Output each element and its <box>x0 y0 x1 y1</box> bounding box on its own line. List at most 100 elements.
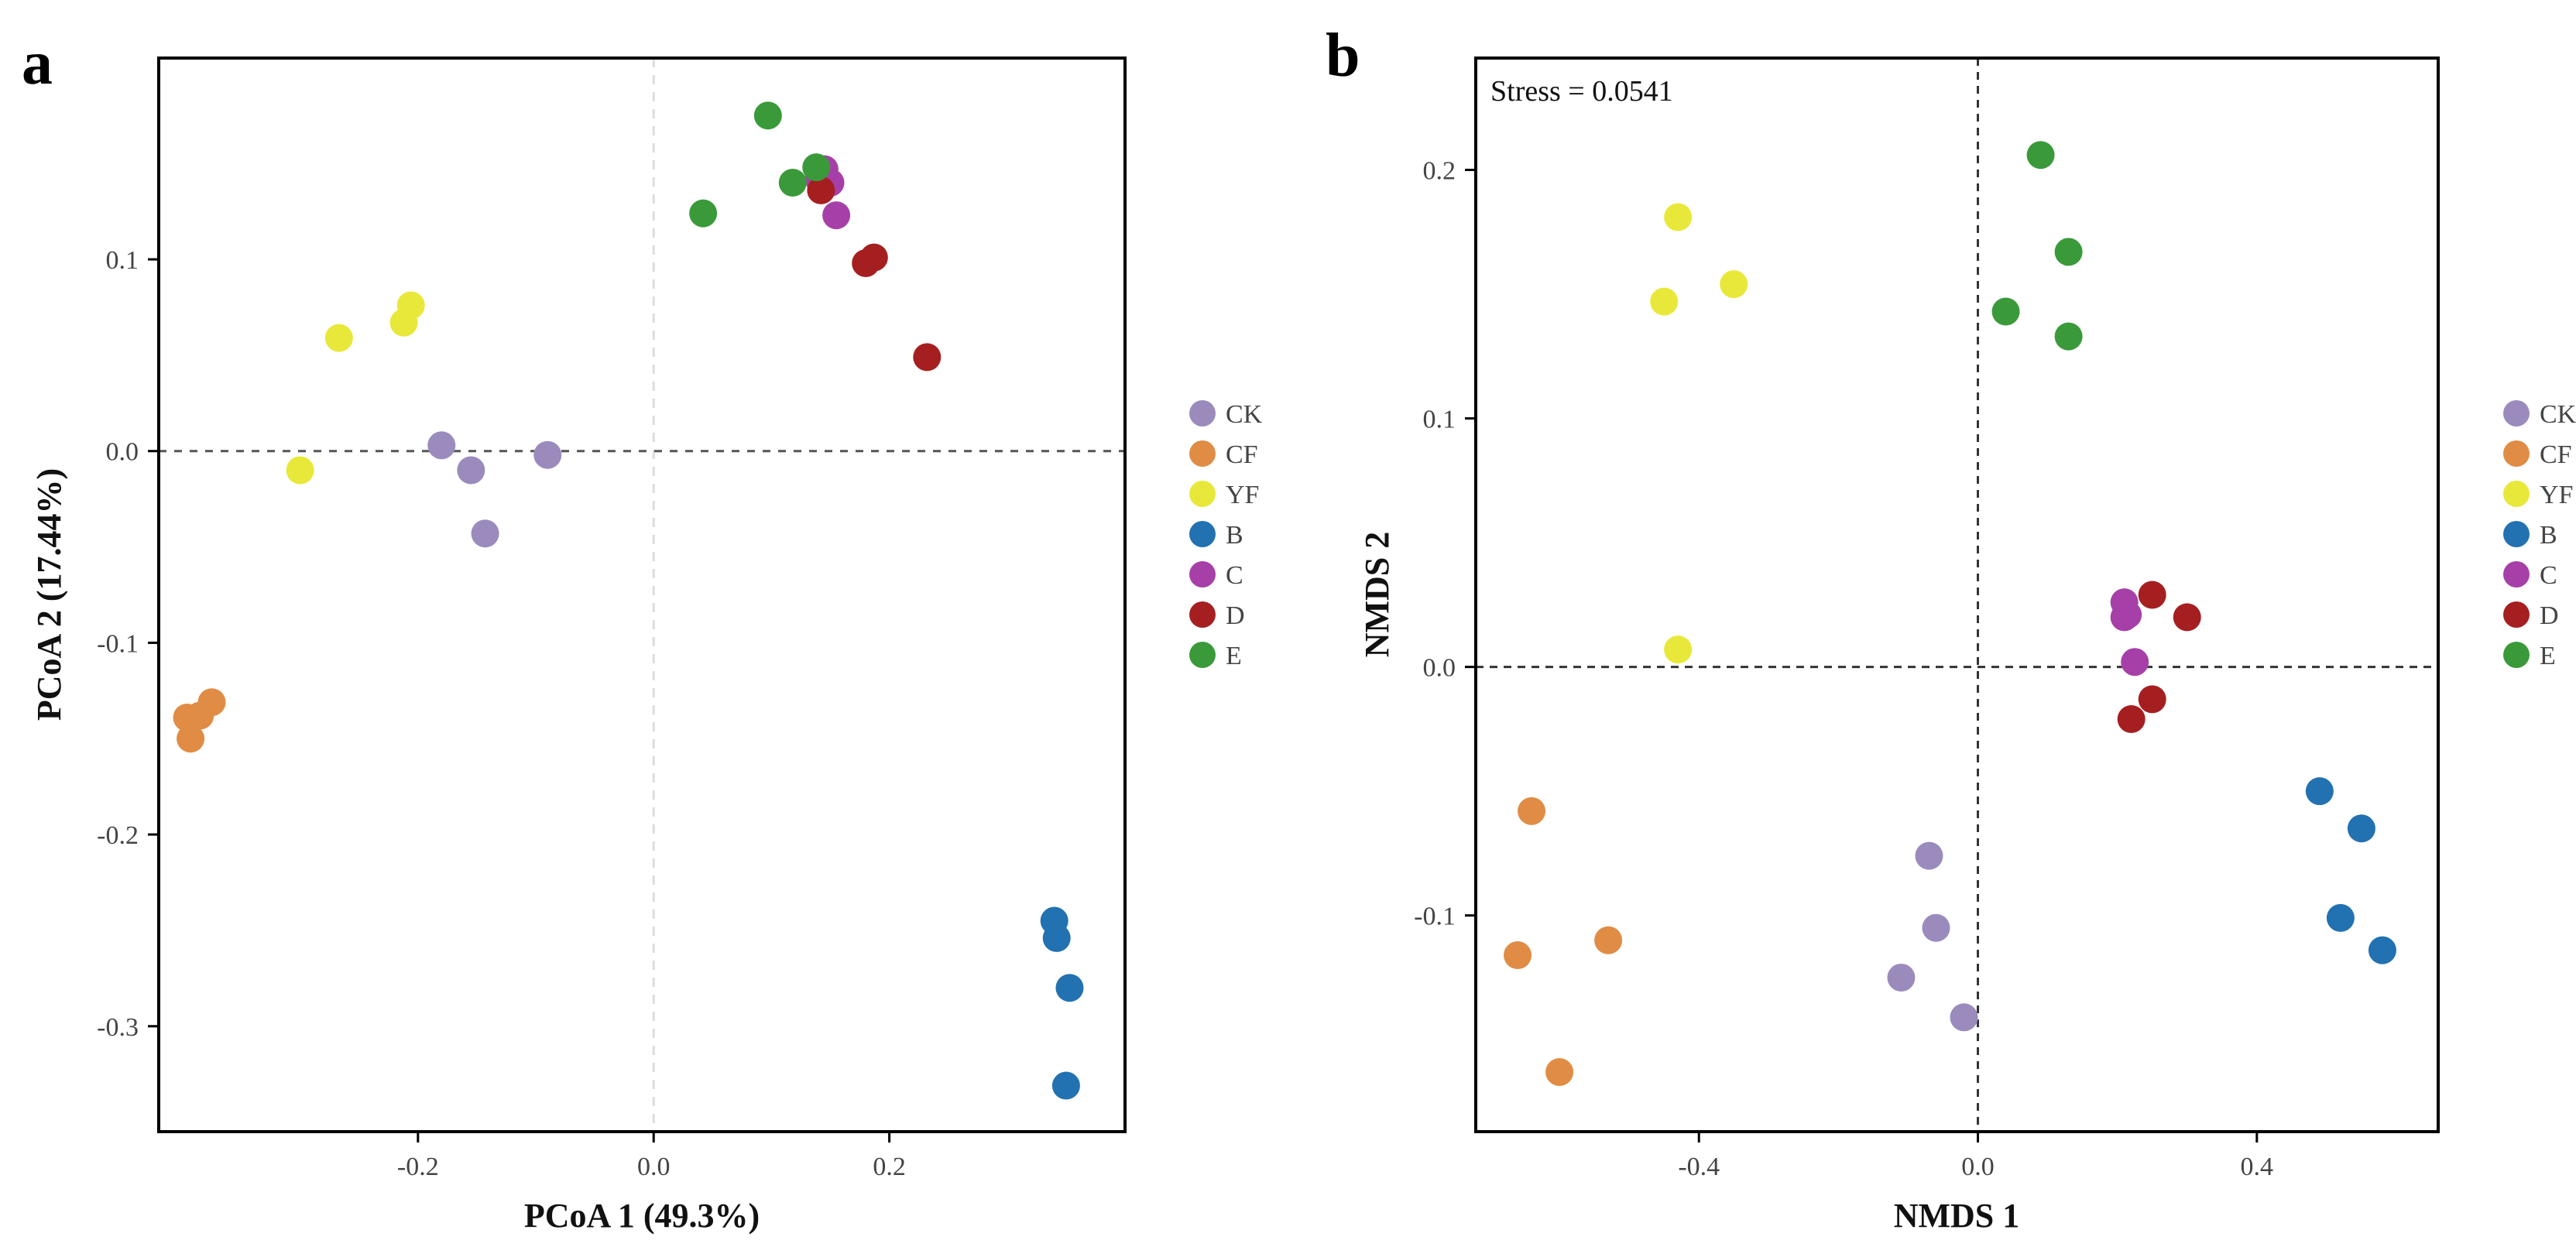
panel-a-point-b <box>1051 1071 1080 1100</box>
panel-a-point-b <box>1055 974 1084 1002</box>
panel-b-legend-label-b: B <box>2540 521 2557 550</box>
panel-a-legend-key-yf <box>1189 481 1216 507</box>
panel-b-point-ck <box>1887 963 1916 992</box>
panel-b-y-tick-label: 0.0 <box>1423 654 1456 683</box>
panel-a-legend-key-c <box>1189 561 1216 588</box>
panel-b-point-ck <box>1950 1003 1978 1032</box>
panel-a-point-ck <box>471 519 499 548</box>
panel-b-point-cf <box>1504 941 1532 970</box>
panel-a-legend-key-cf <box>1189 440 1216 467</box>
panel-a-point-e <box>802 153 831 182</box>
panel-b: b Stress = 0.0541 -0.4 0.0 0.4 -0.1 0.0 0.1 0.… <box>1326 22 2576 1235</box>
panel-b-point-e <box>1991 297 2020 326</box>
panel-b-point-ck <box>1922 913 1950 942</box>
panel-a-y-axis-title: PCoA 2 (17.44%) <box>30 468 68 721</box>
panel-b-x-axis-title: NMDS 1 <box>1894 1197 2020 1235</box>
panel-b-x-tick-label: 0.0 <box>1961 1153 1995 1181</box>
panel-b-legend-key-b <box>2503 521 2530 547</box>
panel-b-point-yf <box>1720 270 1748 299</box>
panel-a-point-e <box>689 199 718 228</box>
panel-a-point-e <box>778 168 807 197</box>
panel-a-x-axis-title: PCoA 1 (49.3%) <box>524 1197 760 1235</box>
panel-a-point-ck <box>457 456 485 485</box>
panel-b-legend-key-yf <box>2503 481 2530 507</box>
panel-a-legend-label-d: D <box>1226 601 1245 630</box>
panel-a-legend-key-ck <box>1189 400 1216 427</box>
panel-a-x-tick-label: -0.2 <box>397 1153 439 1181</box>
panel-b-y-tick-label: 0.2 <box>1423 156 1456 185</box>
panel-b-legend-key-cf <box>2503 440 2530 467</box>
panel-a-y-tick-label: -0.1 <box>97 629 139 658</box>
panel-b-point-yf <box>1664 203 1693 231</box>
panel-b-legend-key-e <box>2503 642 2530 668</box>
panel-b-legend-label-e: E <box>2540 642 2556 670</box>
stress-annotation: Stress = 0.0541 <box>1490 75 1673 108</box>
panel-b-point-cf <box>1518 797 1546 825</box>
panel-a-point-ck <box>427 431 456 460</box>
panel-b-letter: b <box>1326 22 1360 90</box>
panel-a-y-tick-label: -0.3 <box>97 1013 139 1042</box>
panel-a-y-tick-label: 0.0 <box>106 438 139 467</box>
panel-b-point-e <box>2054 238 2083 266</box>
panel-a-legend-label-ck: CK <box>1226 400 1263 429</box>
panel-a-legend-key-d <box>1189 601 1216 628</box>
panel-b-legend-label-yf: YF <box>2540 481 2573 509</box>
panel-a-plot-frame <box>157 57 1127 1133</box>
panel-b-point-d <box>2138 581 2166 609</box>
panel-b-point-d <box>2138 685 2166 714</box>
panel-b-legend-key-ck <box>2503 400 2530 427</box>
panel-b-point-c <box>2121 648 2149 677</box>
panel-a-y-tick-label: -0.2 <box>97 821 139 850</box>
panel-a-legend-label-c: C <box>1226 561 1243 590</box>
panel-b-point-b <box>2326 903 2355 932</box>
panel-a-point-d <box>859 243 888 272</box>
panel-b-point-c <box>2114 601 2142 629</box>
panel-a-point-d <box>807 176 835 204</box>
panel-a-letter: a <box>22 29 53 98</box>
panel-a-point-e <box>753 101 782 130</box>
panel-b-point-b <box>2347 814 2375 843</box>
panel-b-y-axis-title: NMDS 2 <box>1358 532 1396 658</box>
panel-a-legend-label-b: B <box>1226 521 1243 550</box>
panel-b-point-b <box>2368 936 2396 964</box>
panel-b-point-ck <box>1915 841 1943 870</box>
panel-a-point-cf <box>177 725 205 753</box>
panel-a-point-cf <box>197 688 226 717</box>
panel-b-point-yf <box>1664 635 1693 664</box>
panel-a-point-ck <box>533 440 562 469</box>
panel-b-legend-key-d <box>2503 601 2530 628</box>
panel-a-legend-label-yf: YF <box>1226 481 1259 509</box>
panel-a-point-d <box>913 343 942 372</box>
panel-b-point-cf <box>1545 1057 1574 1086</box>
panel-b-y-tick-label: -0.1 <box>1414 903 1456 931</box>
panel-a-x-tick-label: 0.0 <box>637 1153 671 1181</box>
panel-b-point-cf <box>1594 926 1623 954</box>
panel-a-legend-key-e <box>1189 642 1216 668</box>
panel-a-legend-key-b <box>1189 521 1216 547</box>
panel-b-point-b <box>2305 777 2334 806</box>
panel-a-point-b <box>1042 923 1071 952</box>
panel-a: a -0.2 0.0 0.2 -0.3 -0.2 -0.1 0.0 0.1 PCoA 1 (4… <box>22 29 1263 1235</box>
panel-b-x-tick-label: 0.4 <box>2241 1153 2274 1181</box>
panel-a-legend-label-e: E <box>1226 642 1242 670</box>
panel-a-y-tick-label: 0.1 <box>106 246 139 275</box>
panel-b-plot-frame <box>1474 57 2440 1133</box>
panel-b-point-d <box>2173 603 2201 632</box>
panel-a-point-yf <box>324 324 353 352</box>
panel-b-point-d <box>2117 705 2146 734</box>
panel-b-point-yf <box>1650 287 1679 316</box>
panel-b-point-e <box>2026 141 2055 170</box>
panel-a-x-tick-label: 0.2 <box>873 1153 906 1181</box>
panel-b-y-tick-label: 0.1 <box>1423 406 1456 434</box>
panel-b-x-tick-label: -0.4 <box>1678 1153 1720 1181</box>
panel-b-legend-label-d: D <box>2540 601 2559 630</box>
panel-a-legend-label-cf: CF <box>1226 440 1258 469</box>
panel-a-point-yf <box>396 291 425 320</box>
panel-b-legend-label-cf: CF <box>2540 440 2572 469</box>
panel-b-legend-label-c: C <box>2540 561 2557 590</box>
panel-b-point-e <box>2054 322 2083 351</box>
panel-b-legend-key-c <box>2503 561 2530 588</box>
panel-a-point-yf <box>286 456 314 485</box>
panel-a-point-c <box>822 201 851 230</box>
